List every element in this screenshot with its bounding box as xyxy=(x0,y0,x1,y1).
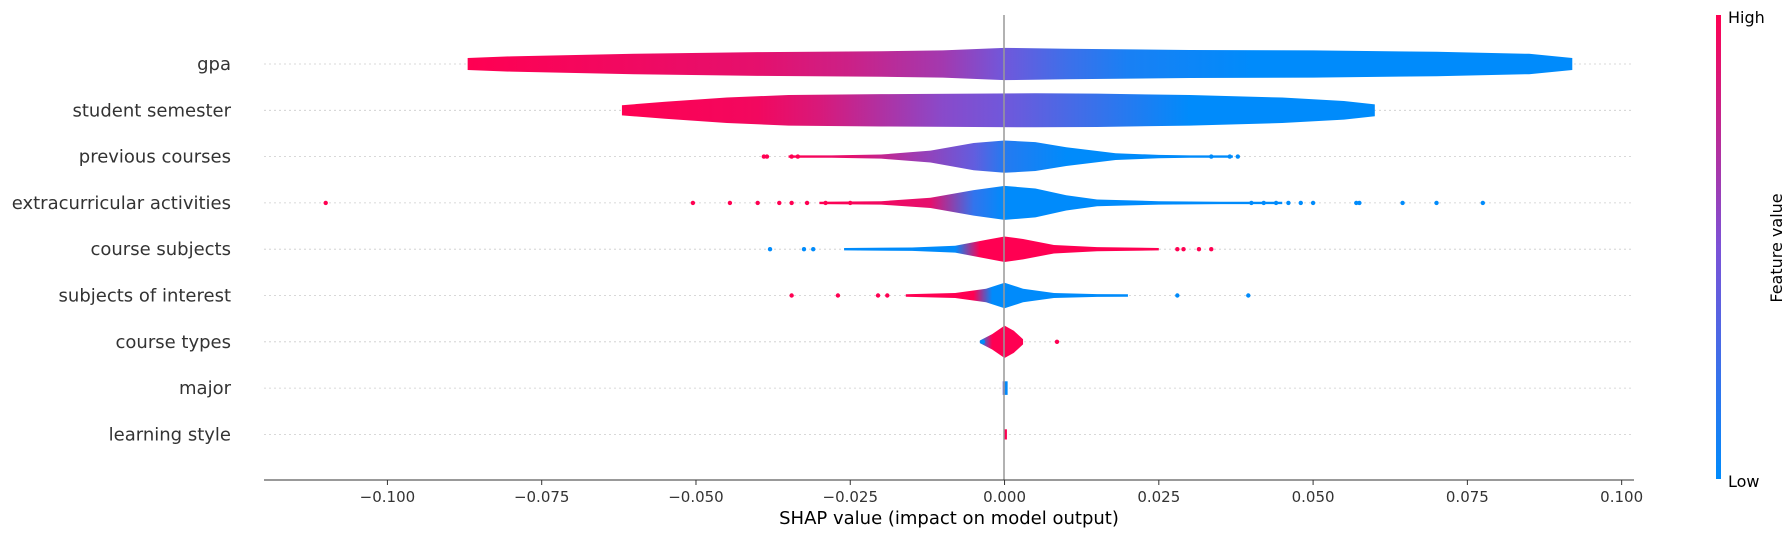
outlier-point xyxy=(1209,247,1214,252)
outlier-point xyxy=(1434,200,1439,206)
outlier-point xyxy=(823,200,828,206)
x-tick-label: −0.025 xyxy=(823,488,879,506)
outlier-point xyxy=(1235,154,1241,159)
outlier-point xyxy=(1354,200,1359,206)
outlier-point xyxy=(1261,200,1266,206)
outlier-point xyxy=(1196,247,1202,252)
x-tick-label: −0.050 xyxy=(668,488,724,506)
outlier-point xyxy=(848,200,853,206)
colorbar xyxy=(1716,15,1721,479)
x-tick-label: 0.100 xyxy=(1600,488,1643,506)
violin-student-semester xyxy=(621,93,1375,128)
x-tick-label: 0.050 xyxy=(1292,488,1335,506)
feature-label-course-types: course types xyxy=(116,332,231,353)
x-tick-label: −0.075 xyxy=(514,488,570,506)
feature-label-major: major xyxy=(179,378,232,399)
violin-course-subjects xyxy=(844,236,1159,262)
feature-label-student-semester: student semester xyxy=(72,100,231,121)
outlier-point xyxy=(980,339,986,344)
outlier-point xyxy=(777,200,782,206)
outlier-point xyxy=(811,247,816,252)
outlier-point xyxy=(727,200,733,206)
outlier-point xyxy=(767,247,773,252)
feature-label-subjects-of-interest: subjects of interest xyxy=(59,286,231,307)
violin-course-types xyxy=(979,325,1024,358)
x-tick-label: 0.000 xyxy=(983,488,1026,506)
outlier-point xyxy=(1357,200,1362,206)
outlier-point xyxy=(789,200,794,206)
x-tick-label: −0.100 xyxy=(360,488,416,506)
outlier-point xyxy=(789,293,794,298)
outlier-point xyxy=(1273,200,1279,206)
feature-labels: gpa student semester previous courses extra… xyxy=(12,54,232,445)
feature-label-learning-style: learning style xyxy=(109,424,231,445)
violins xyxy=(467,47,1573,440)
colorbar-low-label: Low xyxy=(1728,472,1760,491)
outlier-point xyxy=(885,293,890,298)
feature-label-gpa: gpa xyxy=(197,54,231,75)
outlier-point xyxy=(690,200,696,206)
x-axis-ticks: −0.100 −0.075 −0.050 −0.025 0.000 0.025 0.050 0… xyxy=(360,480,1643,506)
outlier-point xyxy=(761,154,767,159)
outlier-point xyxy=(875,293,881,298)
outlier-point xyxy=(1249,200,1254,206)
outlier-point xyxy=(1181,247,1186,252)
feature-label-extracurricular-activities: extracurricular activities xyxy=(12,193,231,214)
violin-previous-courses xyxy=(788,140,1233,173)
feature-label-previous-courses: previous courses xyxy=(79,147,231,168)
outlier-point xyxy=(801,247,807,252)
outlier-points xyxy=(323,154,1486,344)
outlier-point xyxy=(1246,293,1251,298)
outlier-point xyxy=(795,154,801,159)
violin-gpa xyxy=(467,47,1573,81)
colorbar-title: Feature value xyxy=(1767,193,1785,302)
outlier-point xyxy=(1310,200,1316,206)
outlier-point xyxy=(789,154,794,159)
outlier-point xyxy=(764,154,770,159)
x-tick-label: 0.025 xyxy=(1137,488,1180,506)
outlier-point xyxy=(755,200,760,206)
outlier-point xyxy=(804,200,810,206)
outlier-point xyxy=(1175,293,1180,298)
violin-subjects-of-interest xyxy=(905,282,1128,309)
outlier-point xyxy=(1400,200,1405,206)
outlier-point xyxy=(1298,200,1303,206)
x-tick-label: 0.075 xyxy=(1446,488,1489,506)
feature-label-course-subjects: course subjects xyxy=(90,239,231,260)
outlier-point xyxy=(1209,154,1214,159)
outlier-point xyxy=(835,293,841,298)
violin-extracurricular-activities xyxy=(819,185,1283,220)
outlier-point xyxy=(1054,339,1060,344)
outlier-point xyxy=(323,200,328,206)
x-axis-title: SHAP value (impact on model output) xyxy=(779,508,1119,529)
outlier-point xyxy=(1227,154,1232,159)
outlier-point xyxy=(1286,200,1291,206)
outlier-point xyxy=(1175,247,1180,252)
colorbar-high-label: High xyxy=(1728,8,1765,27)
outlier-point xyxy=(1480,200,1486,206)
